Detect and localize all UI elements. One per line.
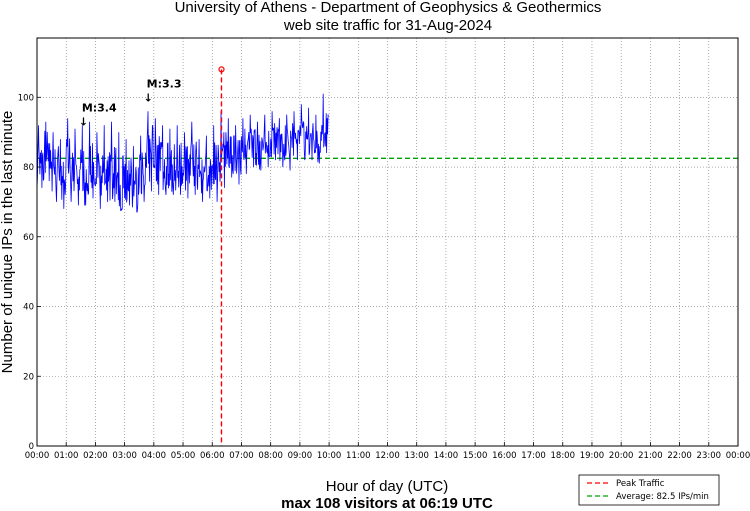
x-tick-label: 21:00 [638, 451, 663, 461]
y-tick-label: 100 [18, 93, 34, 103]
x-tick-label: 22:00 [667, 451, 692, 461]
max-visitors-footer: max 108 visitors at 06:19 UTC [281, 495, 493, 511]
x-tick-label: 06:00 [200, 451, 225, 461]
y-axis-label: Number of unique IPs in the last minute [0, 111, 16, 374]
down-arrow-icon: ↓ [79, 116, 88, 129]
x-tick-label: 07:00 [229, 451, 254, 461]
x-tick-label: 20:00 [609, 451, 634, 461]
x-axis-ticks: 00:00 01:00 02:00 03:00 04:00 05:00 06:00 07:00… [25, 442, 750, 461]
x-axis-label: Hour of day (UTC) [326, 478, 449, 495]
x-tick-label: 15:00 [463, 451, 488, 461]
legend-average-label: Average: 82.5 IPs/min [616, 492, 709, 502]
x-tick-label: 11:00 [346, 451, 371, 461]
legend-box [578, 474, 720, 506]
x-tick-label: 00:00 [25, 451, 50, 461]
x-tick-label: 04:00 [142, 451, 167, 461]
x-tick-label: 01:00 [54, 451, 79, 461]
x-tick-label: 03:00 [112, 451, 137, 461]
x-tick-label: 08:00 [258, 451, 283, 461]
x-tick-label: 10:00 [317, 451, 342, 461]
legend-peak-label: Peak Traffic [616, 479, 665, 489]
x-tick-label: 12:00 [375, 451, 400, 461]
legend: Peak Traffic Average: 82.5 IPs/min [578, 474, 720, 506]
grid-lines [37, 38, 738, 446]
y-tick-label: 80 [23, 163, 34, 173]
traffic-line [36, 93, 329, 213]
traffic-series [36, 93, 329, 213]
x-tick-label: 19:00 [580, 451, 605, 461]
x-tick-label: 14:00 [434, 451, 459, 461]
annotation-label: M:3.4 [82, 102, 117, 115]
annotation-label: M:3.3 [147, 77, 182, 90]
peak-group [218, 66, 225, 446]
y-tick-label: 60 [23, 233, 34, 243]
x-tick-label: 17:00 [521, 451, 546, 461]
x-tick-label: 13:00 [404, 451, 429, 461]
chart-title: University of Athens - Department of Geo… [175, 0, 602, 16]
peak-marker [218, 66, 225, 73]
y-axis-ticks: 0 20 40 60 80 100 [18, 93, 41, 452]
x-tick-label: 02:00 [83, 451, 108, 461]
y-tick-label: 0 [29, 442, 34, 452]
chart-subtitle: web site traffic for 31-Aug-2024 [283, 17, 492, 34]
down-arrow-icon: ↓ [144, 91, 153, 104]
x-tick-label: 18:00 [551, 451, 576, 461]
x-tick-label: 00:00 [726, 451, 750, 461]
y-tick-label: 40 [23, 303, 34, 313]
annotations: M:3.4↓M:3.3↓ [79, 77, 182, 128]
x-tick-label: 23:00 [697, 451, 722, 461]
y-tick-label: 20 [23, 372, 34, 382]
x-tick-label: 05:00 [171, 451, 196, 461]
x-tick-label: 16:00 [492, 451, 517, 461]
x-tick-label: 09:00 [288, 451, 313, 461]
